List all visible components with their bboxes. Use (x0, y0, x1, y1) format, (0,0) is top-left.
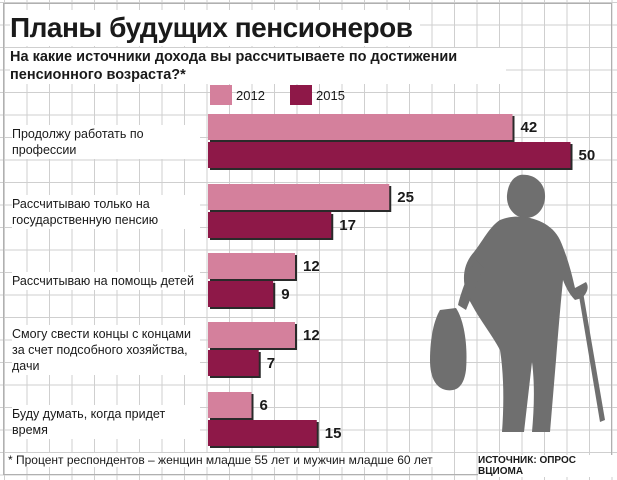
category-label-later: Буду думать, когда придет время (12, 405, 200, 439)
bar-value-2015-3: 7 (267, 355, 275, 372)
legend-label-2015: 2015 (316, 87, 345, 103)
category-label-work: Продолжу работать по профессии (12, 125, 200, 159)
category-label-household: Смогу свести концы с концами за счет под… (12, 325, 200, 375)
bar-value-2015-4: 15 (325, 425, 342, 442)
bar-2012-4 (208, 392, 252, 418)
chart-frame (3, 3, 612, 475)
category-label-children: Рассчитываю на помощь детей (12, 272, 200, 290)
bar-value-2012-2: 12 (303, 258, 320, 275)
legend-item-2012: 2012 (210, 85, 265, 105)
legend-swatch-2012 (210, 85, 232, 105)
bar-2015-4 (208, 420, 317, 446)
bar-value-2012-3: 12 (303, 327, 320, 344)
legend-label-2012: 2012 (236, 87, 265, 103)
bar-value-2012-4: 6 (260, 397, 268, 414)
category-label-state-pension: Рассчитываю только на государственную пе… (12, 195, 200, 229)
bar-value-2015-1: 17 (339, 217, 356, 234)
bar-2015-0 (208, 142, 571, 168)
source-note: ИСТОЧНИК: ОПРОС ВЦИОМА (478, 455, 617, 477)
legend-item-2015: 2015 (290, 85, 345, 105)
bar-value-2012-1: 25 (397, 189, 414, 206)
bar-2015-2 (208, 281, 274, 307)
bar-2012-1 (208, 184, 390, 210)
bar-2012-3 (208, 322, 295, 348)
bar-2012-2 (208, 253, 295, 279)
bar-2015-1 (208, 212, 332, 238)
elderly-man-icon (430, 174, 605, 432)
bar-2012-0 (208, 114, 513, 140)
bar-value-2015-0: 50 (579, 147, 596, 164)
footnote: * Процент респондентов – женщин младше 5… (8, 453, 437, 467)
page-title: Планы будущих пенсионеров (10, 10, 421, 46)
bar-2015-3 (208, 350, 259, 376)
bar-value-2012-0: 42 (521, 119, 538, 136)
legend-swatch-2015 (290, 85, 312, 105)
chart-subtitle: На какие источники дохода вы рассчитывае… (10, 48, 506, 84)
bar-value-2015-2: 9 (281, 286, 289, 303)
